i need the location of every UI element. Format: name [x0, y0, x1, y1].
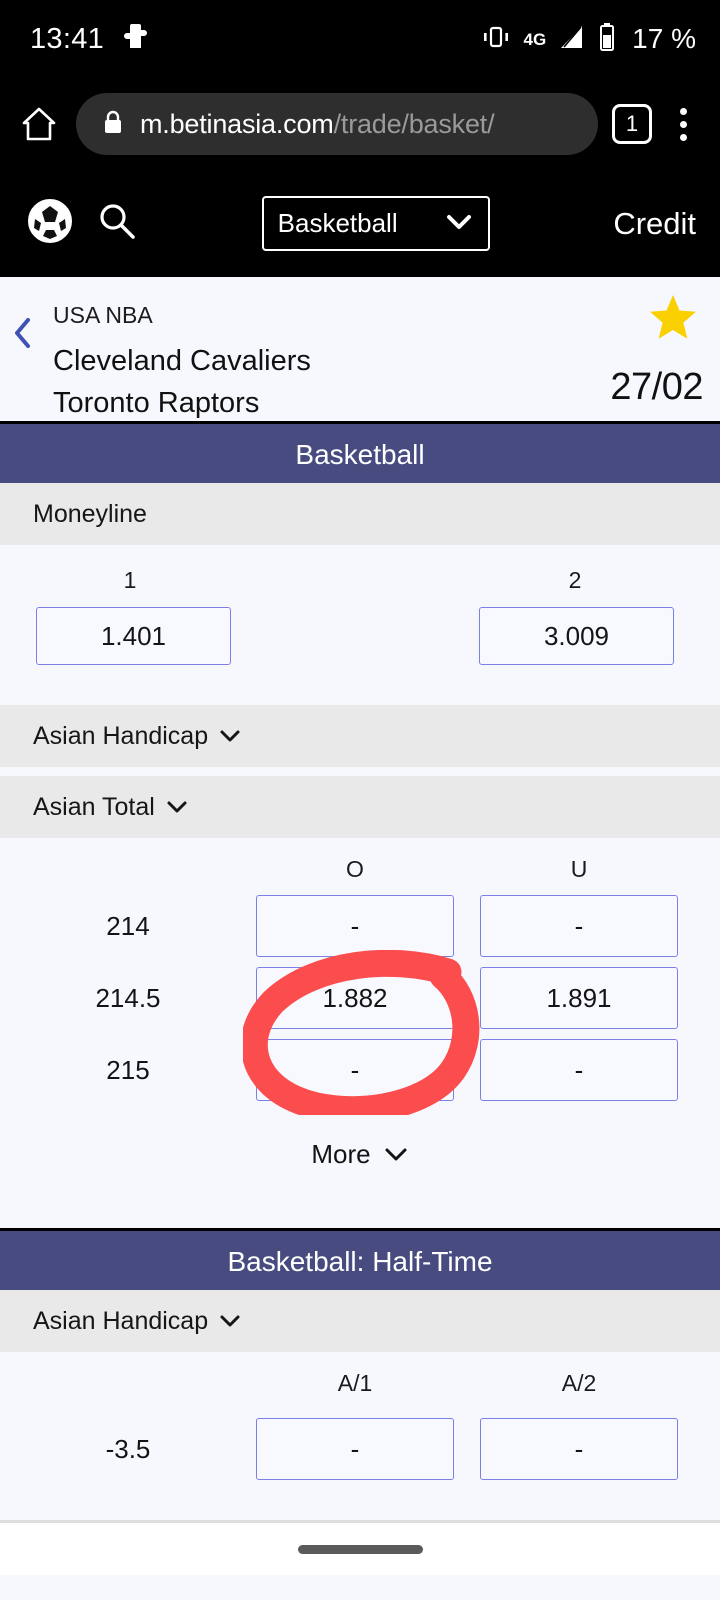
market-name-moneyline: Moneyline — [33, 499, 147, 528]
tab-counter-button[interactable]: 1 — [612, 104, 652, 144]
home-icon[interactable] — [16, 101, 62, 147]
url-domain: m.betinasia.com — [140, 108, 334, 139]
asian-total-column-labels: O U — [0, 838, 720, 890]
app-header: Basketball Credit — [0, 170, 720, 277]
moneyline-column-labels: 1 2 — [0, 545, 720, 607]
match-header: USA NBA Cleveland Cavaliers Toronto Rapt… — [0, 277, 720, 421]
market-header-asian-handicap-fulltime[interactable]: Asian Handicap — [0, 705, 720, 767]
asian-total-row-214-5: 214.5 1.882 1.891 — [0, 962, 720, 1034]
battery-icon — [598, 22, 616, 57]
system-nav-bar — [0, 1523, 720, 1575]
chevron-left-icon[interactable] — [8, 313, 38, 353]
asian-total-bottom-pad — [0, 1202, 720, 1228]
halftime-handicap-row: -3.5 - - — [0, 1404, 720, 1494]
credit-link[interactable]: Credit — [613, 205, 697, 241]
moneyline-odds-cell-2[interactable]: 3.009 — [479, 607, 674, 665]
url-text: m.betinasia.com/trade/basket/ — [140, 108, 495, 140]
halftime-handicap-odds-block: A/1 A/2 -3.5 - - — [0, 1352, 720, 1520]
away-team-name: Toronto Raptors — [53, 387, 260, 420]
lock-icon — [102, 109, 124, 140]
market-header-asian-total[interactable]: Asian Total — [0, 776, 720, 838]
status-bar-right: 4G 17 % — [481, 22, 696, 57]
match-date: 27/02 — [610, 366, 703, 408]
market-name-asian-handicap: Asian Handicap — [33, 721, 209, 750]
chevron-down-icon — [383, 1139, 409, 1170]
asian-total-over-cell-214-5[interactable]: 1.882 — [256, 967, 454, 1029]
asian-total-under-cell-214[interactable]: - — [480, 895, 678, 957]
address-bar[interactable]: m.betinasia.com/trade/basket/ — [76, 93, 598, 155]
halftime-handicap-a2-cell[interactable]: - — [480, 1418, 678, 1480]
asian-total-over-cell-214[interactable]: - — [256, 895, 454, 957]
url-path: /trade/basket/ — [333, 108, 495, 139]
more-markets-button[interactable]: More — [0, 1106, 720, 1202]
asian-total-under-cell-215[interactable]: - — [480, 1039, 678, 1101]
moneyline-odds-cell-1[interactable]: 1.401 — [36, 607, 231, 665]
market-name-asian-handicap-halftime: Asian Handicap — [33, 1306, 209, 1335]
sport-select[interactable]: Basketball — [261, 196, 490, 251]
moneyline-col-1-label: 1 — [123, 567, 137, 593]
halftime-bottom-pad — [0, 1494, 720, 1520]
market-name-asian-total: Asian Total — [33, 792, 155, 821]
vibrate-icon — [481, 24, 511, 55]
market-gap — [0, 767, 720, 776]
asian-total-line-215: 215 — [106, 1054, 150, 1085]
moneyline-odds-row: 1.401 3.009 — [0, 607, 720, 705]
asian-total-row-214: 214 - - — [0, 890, 720, 962]
soccer-ball-icon[interactable] — [26, 197, 74, 250]
halftime-handicap-column-labels: A/1 A/2 — [0, 1352, 720, 1404]
star-icon[interactable] — [648, 293, 698, 346]
halftime-col-a1-label: A/1 — [337, 1369, 373, 1396]
chevron-down-icon — [165, 799, 189, 815]
search-icon[interactable] — [96, 200, 138, 247]
section-banner-basketball-halftime: Basketball: Half-Time — [0, 1228, 720, 1290]
market-header-moneyline[interactable]: Moneyline — [0, 483, 720, 545]
chevron-down-icon — [218, 1313, 242, 1329]
halftime-col-a2-label: A/2 — [561, 1369, 597, 1396]
asian-total-over-cell-215[interactable]: - — [256, 1039, 454, 1101]
more-label: More — [311, 1138, 371, 1169]
network-type-label: 4G — [523, 29, 547, 49]
status-bar: 13:41 4G 17 % — [0, 0, 720, 78]
moneyline-col-2-label: 2 — [568, 567, 582, 593]
bottom-separator — [0, 1520, 720, 1523]
asian-total-under-cell-214-5[interactable]: 1.891 — [480, 967, 678, 1029]
chevron-down-icon — [444, 208, 474, 239]
browser-toolbar: m.betinasia.com/trade/basket/ 1 — [0, 78, 720, 170]
market-header-asian-handicap-halftime[interactable]: Asian Handicap — [0, 1290, 720, 1352]
signal-icon — [558, 23, 586, 56]
asian-total-odds-block: O U 214 - - 214.5 1.882 1.891 215 - - Mo… — [0, 838, 720, 1228]
halftime-handicap-a1-cell[interactable]: - — [256, 1418, 454, 1480]
moneyline-odds-block: 1 2 1.401 3.009 — [0, 545, 720, 705]
asian-total-line-214-5: 214.5 — [95, 982, 161, 1013]
chevron-down-icon — [218, 728, 242, 744]
asian-total-col-over-label: O — [346, 855, 364, 882]
asian-total-line-214: 214 — [106, 910, 150, 941]
sport-select-value: Basketball — [277, 208, 398, 238]
battery-percent-label: 17 % — [632, 23, 696, 54]
section-banner-basketball: Basketball — [0, 421, 720, 483]
home-indicator[interactable] — [297, 1544, 423, 1554]
match-teams: Cleveland Cavaliers Toronto Raptors — [53, 340, 720, 424]
home-team-name: Cleveland Cavaliers — [53, 345, 311, 377]
halftime-handicap-line: -3.5 — [105, 1433, 151, 1464]
asian-total-col-under-label: U — [570, 855, 588, 882]
kebab-menu-icon[interactable] — [666, 102, 700, 146]
match-league: USA NBA — [53, 302, 153, 328]
asian-total-row-215: 215 - - — [0, 1034, 720, 1106]
puzzle-piece-icon — [122, 22, 148, 57]
status-time: 13:41 — [30, 22, 105, 55]
status-bar-left: 13:41 — [30, 22, 148, 57]
